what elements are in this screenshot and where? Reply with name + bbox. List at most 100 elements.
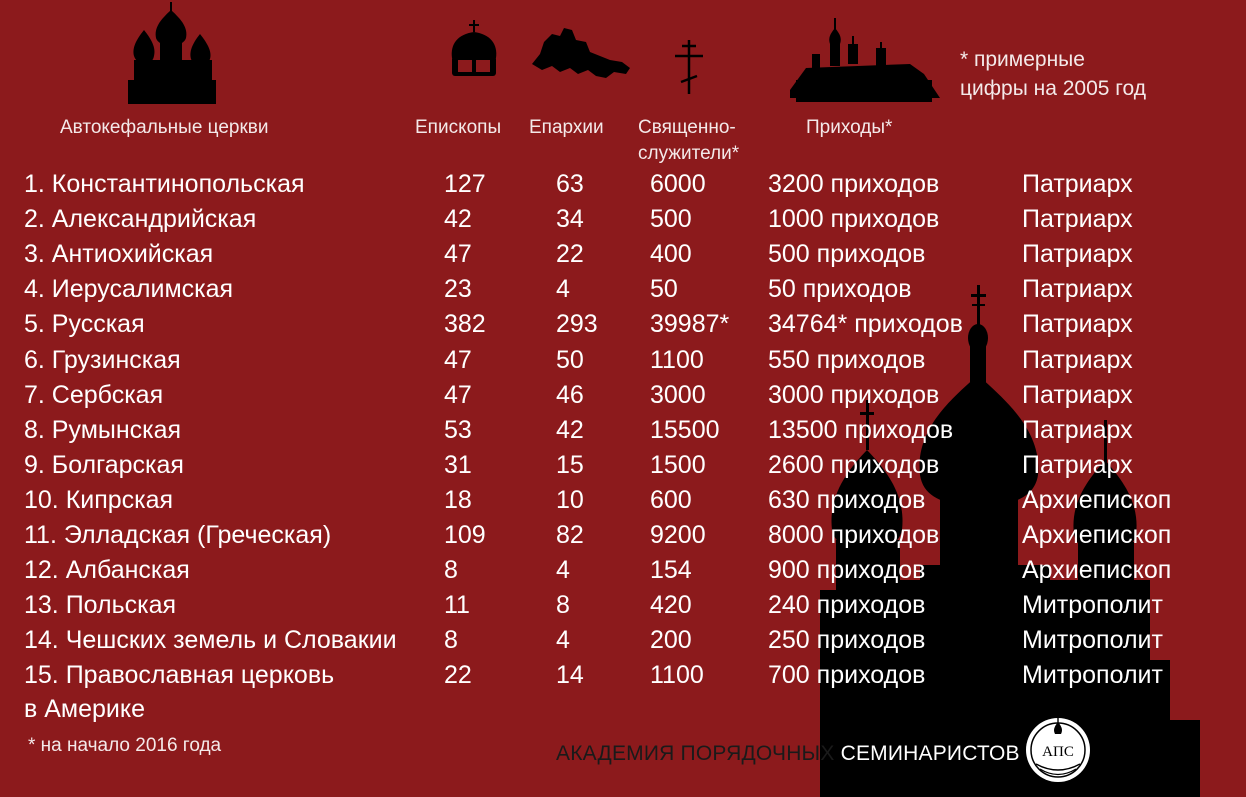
academy-name: АКАДЕМИЯ ПОРЯДОЧНЫХ СЕМИНАРИСТОВ bbox=[556, 742, 1020, 766]
eparchies-count: 46 bbox=[556, 380, 584, 409]
eparchies-count: 42 bbox=[556, 415, 584, 444]
parishes-count: 34764* приходов bbox=[768, 310, 963, 339]
eparchies-count: 22 bbox=[556, 240, 584, 269]
primate-title: Архиепископ bbox=[1022, 485, 1172, 514]
clergy-count: 420 bbox=[650, 591, 692, 620]
table-row: 6. Грузинская 47 50 1100 550 приходов Патриар… bbox=[0, 343, 1246, 378]
bishops-count: 47 bbox=[444, 240, 472, 269]
bishops-count: 8 bbox=[444, 556, 458, 585]
note-approx-line1: * примерные bbox=[960, 48, 1085, 71]
table-row: 10. Кипрская 18 10 600 630 приходов Архиеписк… bbox=[0, 483, 1246, 518]
parishes-count: 250 приходов bbox=[768, 626, 926, 655]
church-name: 2. Александрийская bbox=[24, 205, 257, 234]
table-row: 14. Чешских земель и Словакии 8 4 200 250 пр… bbox=[0, 623, 1246, 658]
clergy-count: 39987* bbox=[650, 310, 730, 339]
row15-continuation: в Америке bbox=[24, 695, 145, 723]
bishops-count: 42 bbox=[444, 205, 472, 234]
eparchies-count: 34 bbox=[556, 205, 584, 234]
church-name: 7. Сербская bbox=[24, 380, 164, 409]
table-row: 15. Православная церковь 22 14 1100 700 прих… bbox=[0, 658, 1246, 693]
academy-name-part2: СЕМИНАРИСТОВ bbox=[840, 742, 1020, 765]
bishops-count: 53 bbox=[444, 415, 472, 444]
bishops-count: 11 bbox=[444, 591, 470, 620]
church-name: 15. Православная церковь bbox=[24, 661, 335, 690]
parishes-count: 500 приходов bbox=[768, 240, 926, 269]
parishes-count: 700 приходов bbox=[768, 661, 926, 690]
church-name: 3. Антиохийская bbox=[24, 240, 214, 269]
bishops-count: 18 bbox=[444, 485, 472, 514]
orthodox-cross-icon bbox=[675, 40, 703, 94]
footnote: * на начало 2016 года bbox=[28, 735, 222, 756]
primate-title: Архиепископ bbox=[1022, 556, 1172, 585]
header-eparchies: Епархии bbox=[529, 117, 604, 138]
bishops-count: 8 bbox=[444, 626, 458, 655]
clergy-count: 500 bbox=[650, 205, 692, 234]
eparchies-count: 10 bbox=[556, 485, 584, 514]
parishes-count: 1000 приходов bbox=[768, 205, 940, 234]
bishops-count: 127 bbox=[444, 170, 486, 198]
clergy-count: 3000 bbox=[650, 380, 706, 409]
clergy-count: 1100 bbox=[650, 345, 704, 374]
header-clergy-line2: служители* bbox=[638, 143, 740, 164]
primate-title: Патриарх bbox=[1022, 240, 1133, 269]
parishes-count: 8000 приходов bbox=[768, 521, 940, 549]
bishops-count: 23 bbox=[444, 275, 472, 304]
aps-logo-icon: АПС bbox=[1026, 718, 1090, 782]
parishes-count: 900 приходов bbox=[768, 556, 926, 585]
church-silhouette-icon bbox=[820, 285, 1200, 797]
parishes-count: 13500 приходов bbox=[768, 415, 954, 444]
eparchies-count: 14 bbox=[556, 661, 584, 690]
primate-title: Патриарх bbox=[1022, 345, 1133, 374]
primate-title: Митрополит bbox=[1022, 626, 1163, 655]
eparchies-count: 4 bbox=[556, 556, 570, 585]
bishops-count: 22 bbox=[444, 661, 472, 690]
header-clergy-line1: Священно- bbox=[638, 117, 736, 138]
eparchies-count: 50 bbox=[556, 345, 584, 374]
table-row: 13. Польская 11 8 420 240 приходов Митрополит bbox=[0, 588, 1246, 623]
table-row: 5. Русская 382 293 39987* 34764* приходов Па… bbox=[0, 307, 1246, 342]
primate-title: Патриарх bbox=[1022, 170, 1133, 198]
primate-title: Патриарх bbox=[1022, 450, 1133, 479]
table-row: 9. Болгарская 31 15 1500 2600 приходов Патриа… bbox=[0, 448, 1246, 483]
eparchies-count: 4 bbox=[556, 626, 570, 655]
primate-title: Архиепископ bbox=[1022, 521, 1172, 549]
clergy-count: 15500 bbox=[650, 415, 720, 444]
table-row: 12. Албанская 8 4 154 900 приходов Архиеписко… bbox=[0, 553, 1246, 588]
bishops-count: 47 bbox=[444, 345, 472, 374]
table-row: 1. Константинопольская 127 63 6000 3200 прих… bbox=[0, 167, 1246, 202]
church-name: 12. Албанская bbox=[24, 556, 190, 585]
clergy-count: 50 bbox=[650, 275, 678, 304]
bishops-count: 31 bbox=[444, 450, 472, 479]
clergy-count: 400 bbox=[650, 240, 692, 269]
bishops-count: 109 bbox=[444, 521, 486, 549]
primate-title: Патриарх bbox=[1022, 205, 1133, 234]
primate-title: Патриарх bbox=[1022, 310, 1133, 339]
clergy-count: 9200 bbox=[650, 521, 706, 549]
church-name: 8. Румынская bbox=[24, 415, 182, 444]
header-parishes: Приходы* bbox=[806, 117, 893, 138]
church-name: 6. Грузинская bbox=[24, 345, 181, 374]
table-row: 3. Антиохийская 47 22 400 500 приходов Патриа… bbox=[0, 237, 1246, 272]
clergy-count: 200 bbox=[650, 626, 692, 655]
church-name: 4. Иерусалимская bbox=[24, 275, 234, 304]
eparchies-count: 82 bbox=[556, 521, 584, 549]
table-row: 11. Элладская (Греческая) 109 82 9200 8000 п… bbox=[0, 518, 1246, 553]
table-row: 7. Сербская 47 46 3000 3000 приходов Патриарх bbox=[0, 378, 1246, 413]
church-domes-icon bbox=[128, 2, 216, 104]
eparchies-count: 63 bbox=[556, 170, 584, 198]
parishes-count: 630 приходов bbox=[768, 485, 926, 514]
eparchies-count: 293 bbox=[556, 310, 598, 339]
parishes-count: 240 приходов bbox=[768, 591, 926, 620]
primate-title: Патриарх bbox=[1022, 275, 1133, 304]
church-name: 9. Болгарская bbox=[24, 450, 184, 479]
primate-title: Патриарх bbox=[1022, 380, 1133, 409]
parishes-count: 3200 приходов bbox=[768, 170, 940, 198]
church-name: 13. Польская bbox=[24, 591, 177, 620]
church-name: 5. Русская bbox=[24, 310, 145, 339]
header-bishops: Епископы bbox=[415, 117, 502, 138]
bishops-count: 382 bbox=[444, 310, 486, 339]
table-row: 8. Румынская 53 42 15500 13500 приходов Патри… bbox=[0, 413, 1246, 448]
primate-title: Митрополит bbox=[1022, 591, 1163, 620]
table-row: 4. Иерусалимская 23 4 50 50 приходов Патриарх bbox=[0, 272, 1246, 307]
academy-name-part1: АКАДЕМИЯ ПОРЯДОЧНЫХ bbox=[556, 742, 841, 765]
